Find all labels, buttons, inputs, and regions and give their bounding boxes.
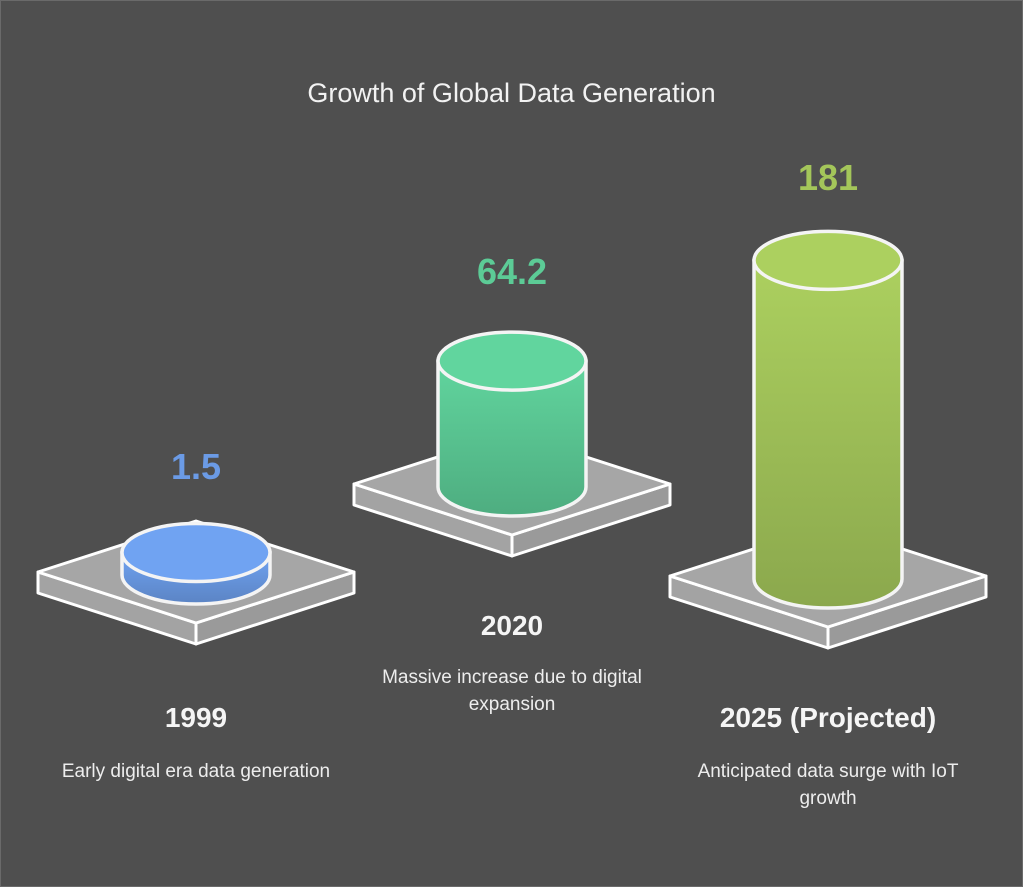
cylinder-body-2025 xyxy=(752,258,904,610)
category-label-2025: 2025 (Projected) xyxy=(719,702,937,733)
category-label-2020: 2020 xyxy=(480,610,544,641)
cylinder-top-2020 xyxy=(436,330,588,392)
description-1999: Early digital era data generation xyxy=(61,761,331,782)
description-2020: Massive increase due to digital expansio… xyxy=(382,667,642,715)
cylinder-body-2020 xyxy=(436,359,588,518)
cylinder-top-2025 xyxy=(752,229,904,292)
category-label-1999: 1999 xyxy=(164,702,228,733)
value-label-2025: 181 xyxy=(797,157,859,198)
cylinder-top-1999 xyxy=(120,521,272,584)
value-label-2020: 64.2 xyxy=(476,251,548,292)
chart-title: Growth of Global Data Generation xyxy=(307,78,716,108)
value-label-1999: 1.5 xyxy=(170,446,222,487)
description-2025: Anticipated data surge with IoT growth xyxy=(697,761,959,809)
